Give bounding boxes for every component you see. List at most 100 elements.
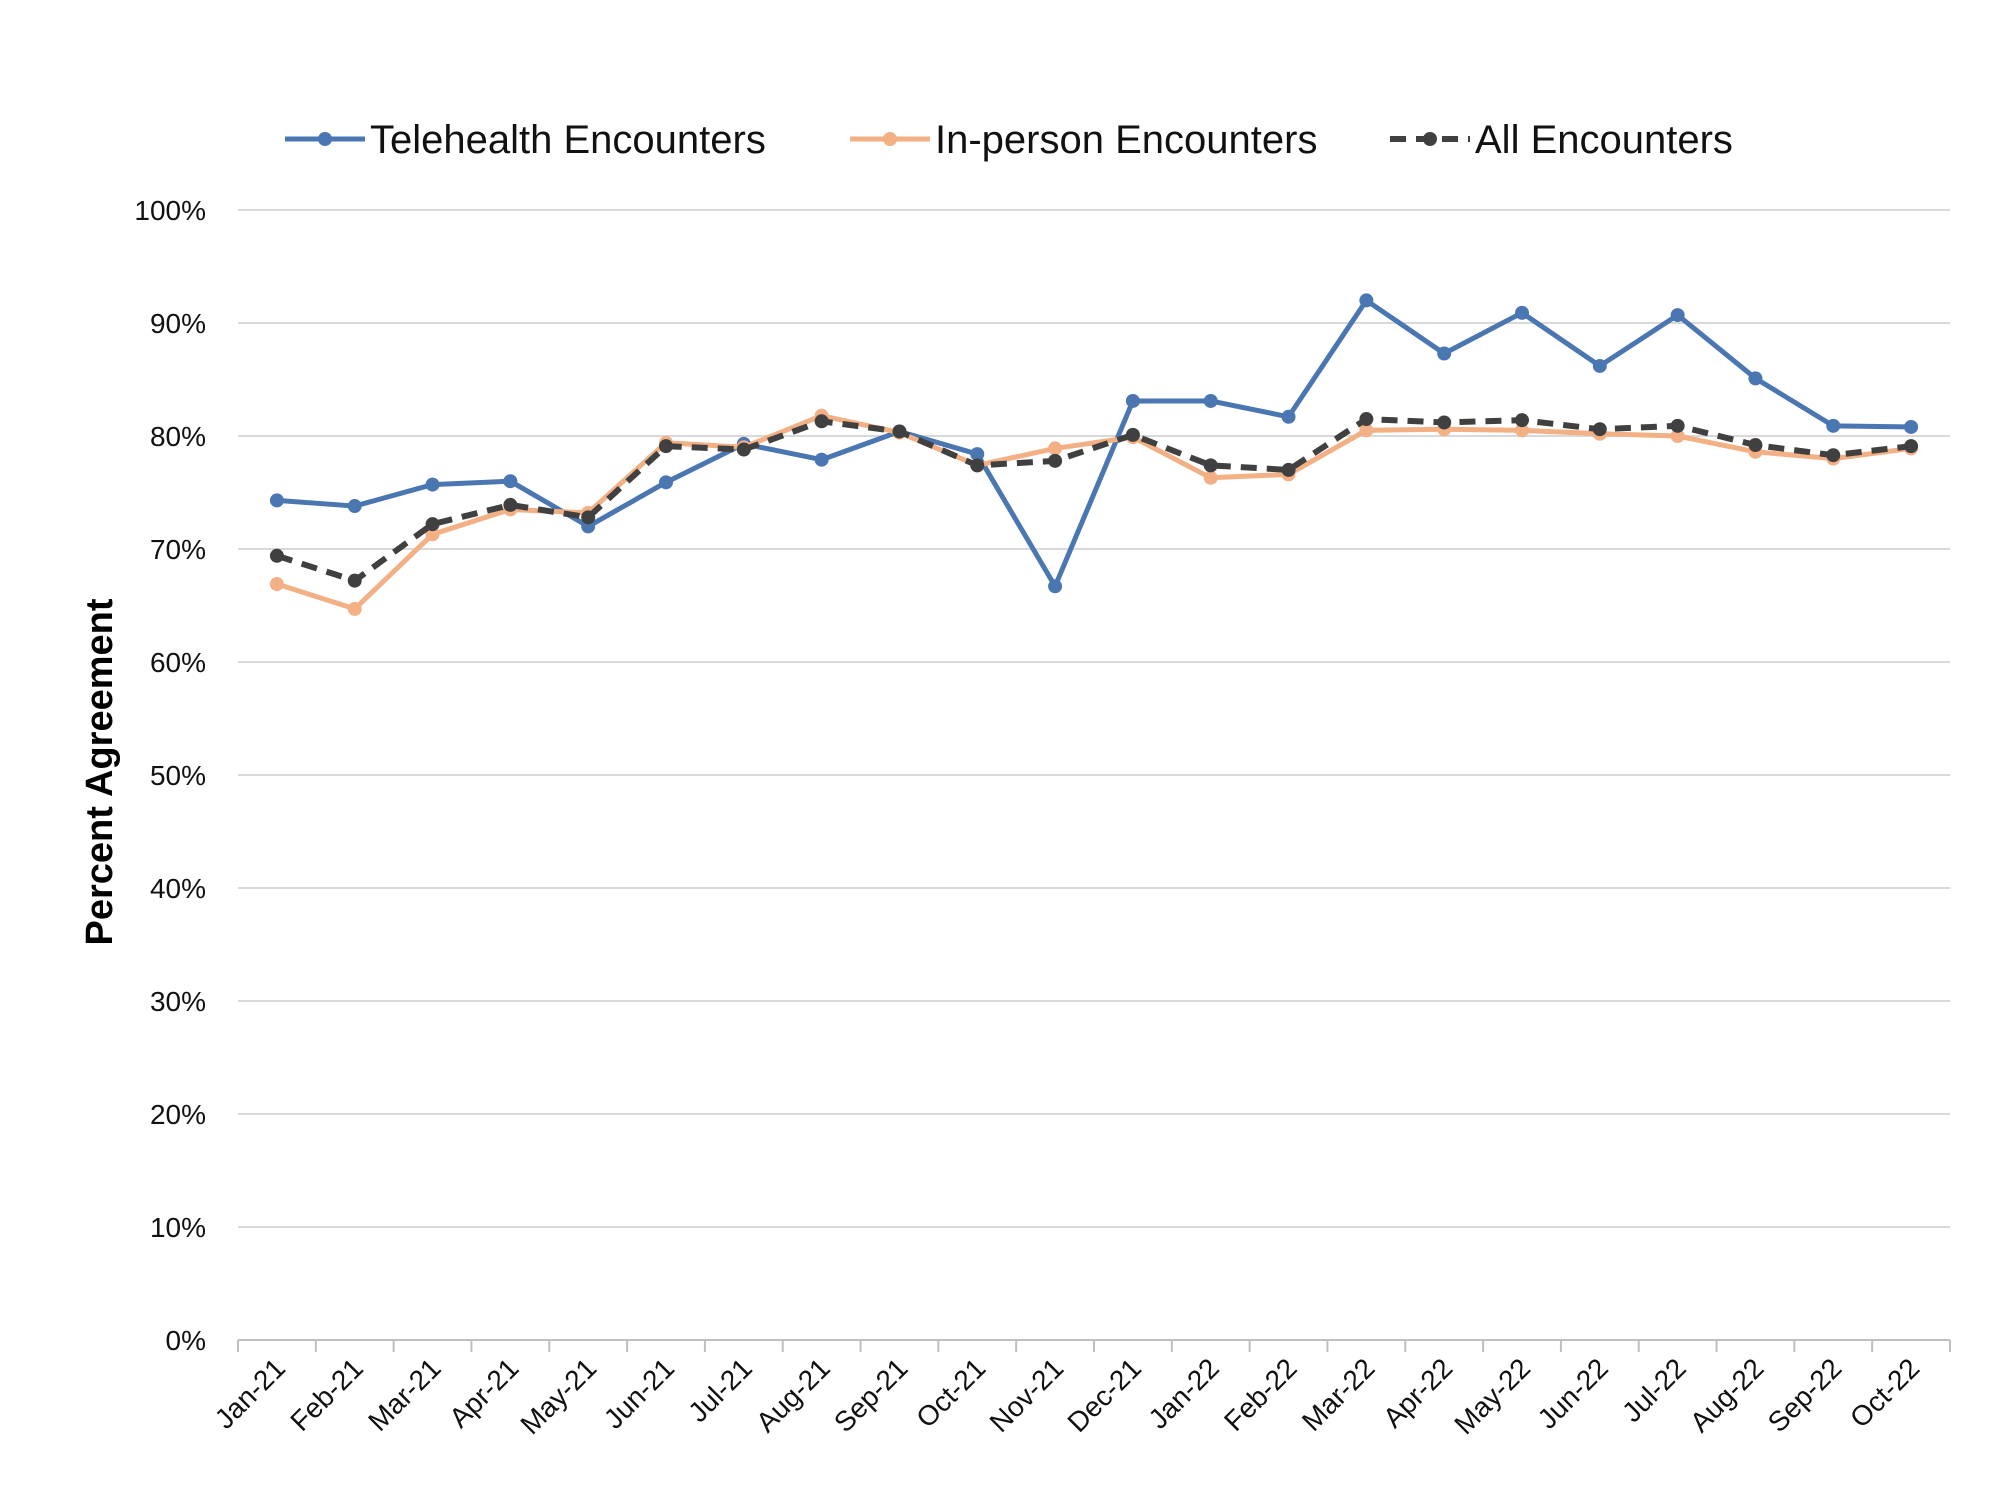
x-tick-label: Aug-22: [1684, 1352, 1770, 1438]
data-point: [1203, 470, 1218, 485]
data-point: [1048, 441, 1063, 456]
x-tick-label: Oct-22: [1844, 1352, 1925, 1433]
x-tick-label: Jan-22: [1143, 1352, 1225, 1434]
data-point: [1125, 393, 1140, 408]
axes: [237, 1339, 1951, 1352]
x-tick-label: Jul-22: [1616, 1352, 1692, 1428]
y-tick-label: 0%: [166, 1325, 206, 1356]
data-point: [1904, 439, 1919, 454]
series-line: [276, 413, 1912, 612]
series-in-person-encounters: [269, 408, 1919, 616]
data-point: [814, 452, 829, 467]
legend-marker: [1423, 132, 1437, 146]
data-point: [347, 499, 362, 514]
data-point: [1359, 423, 1374, 438]
x-tick-label: Sep-21: [828, 1352, 914, 1438]
data-point: [1515, 423, 1529, 438]
x-tick-label: Oct-21: [910, 1352, 991, 1433]
y-tick-label: 90%: [150, 308, 206, 339]
data-point: [1437, 346, 1452, 361]
data-series: [269, 293, 1919, 616]
x-tick-label: Feb-21: [284, 1352, 369, 1437]
data-point: [347, 573, 362, 588]
x-tick-label: Jul-21: [682, 1352, 758, 1428]
y-tick-label: 30%: [150, 986, 206, 1017]
y-axis-label: Percent Agreement: [79, 598, 121, 945]
x-tick-label: Jun-21: [598, 1352, 680, 1434]
data-point: [970, 458, 985, 473]
y-tick-label: 80%: [150, 421, 206, 452]
data-point: [1048, 579, 1063, 594]
data-point: [581, 510, 596, 525]
x-tick-label: Feb-22: [1218, 1352, 1303, 1437]
x-tick-label: Jun-22: [1532, 1352, 1614, 1434]
data-point: [347, 601, 362, 616]
y-tick-label: 20%: [150, 1099, 206, 1130]
x-tick-label: Dec-21: [1061, 1352, 1147, 1438]
series-all-encounters: [269, 412, 1919, 588]
data-point: [503, 497, 518, 512]
legend-label: Telehealth Encounters: [370, 118, 766, 162]
data-point: [1826, 448, 1841, 463]
y-tick-label: 40%: [150, 873, 206, 904]
data-point: [1359, 412, 1374, 427]
data-point: [1203, 458, 1218, 473]
x-tick-label: Nov-21: [984, 1352, 1070, 1438]
y-tick-label: 50%: [150, 760, 206, 791]
gridlines: [238, 209, 1950, 1228]
data-point: [1670, 418, 1685, 433]
data-point: [1748, 371, 1763, 386]
data-point: [970, 447, 985, 462]
x-tick-label: May-22: [1448, 1352, 1536, 1440]
legend-marker: [318, 132, 332, 146]
data-point: [1281, 462, 1296, 477]
legend-item: Telehealth Encounters: [285, 118, 766, 162]
data-point: [425, 527, 440, 542]
legend-marker: [883, 132, 897, 146]
x-tick-label: Apr-22: [1377, 1352, 1458, 1433]
data-point: [269, 548, 284, 563]
x-tick-label: Mar-21: [362, 1352, 447, 1437]
x-tick-label: Mar-22: [1296, 1352, 1381, 1437]
series-line: [275, 416, 1912, 584]
legend-item: All Encounters: [1390, 118, 1733, 162]
data-point: [1748, 438, 1763, 453]
data-point: [1904, 419, 1919, 434]
data-point: [269, 493, 284, 508]
data-point: [1048, 453, 1063, 468]
data-point: [1125, 427, 1140, 442]
y-tick-label: 100%: [134, 195, 206, 226]
data-point: [814, 414, 829, 429]
data-point: [659, 475, 673, 490]
data-point: [736, 442, 751, 457]
x-tick-label: Aug-21: [750, 1352, 836, 1438]
data-point: [1826, 418, 1841, 433]
y-tick-label: 70%: [150, 534, 206, 565]
data-point: [425, 477, 440, 492]
y-tick-label: 10%: [150, 1212, 206, 1243]
data-point: [1592, 358, 1607, 373]
data-point: [1437, 415, 1452, 430]
series-line: [276, 297, 1912, 589]
series-telehealth-encounters: [269, 293, 1919, 594]
legend-item: In-person Encounters: [850, 118, 1317, 162]
data-point: [503, 474, 518, 489]
data-point: [1359, 293, 1374, 308]
data-point: [1515, 413, 1529, 428]
data-point: [1515, 305, 1529, 320]
data-point: [1670, 429, 1685, 443]
x-tick-label: Apr-21: [443, 1352, 524, 1433]
data-point: [1592, 422, 1607, 437]
data-point: [269, 577, 284, 592]
data-point: [1281, 409, 1296, 424]
data-point: [1670, 308, 1685, 323]
data-point: [425, 517, 440, 532]
x-tick-label: May-21: [514, 1352, 602, 1440]
data-point: [892, 424, 907, 439]
y-axis-tick-labels: 0% 10% 20% 30% 40% 50% 60% 70% 80% 90% 100%: [134, 195, 206, 1356]
data-point: [659, 439, 673, 454]
y-tick-label: 60%: [150, 647, 206, 678]
legend-label: In-person Encounters: [935, 118, 1317, 162]
